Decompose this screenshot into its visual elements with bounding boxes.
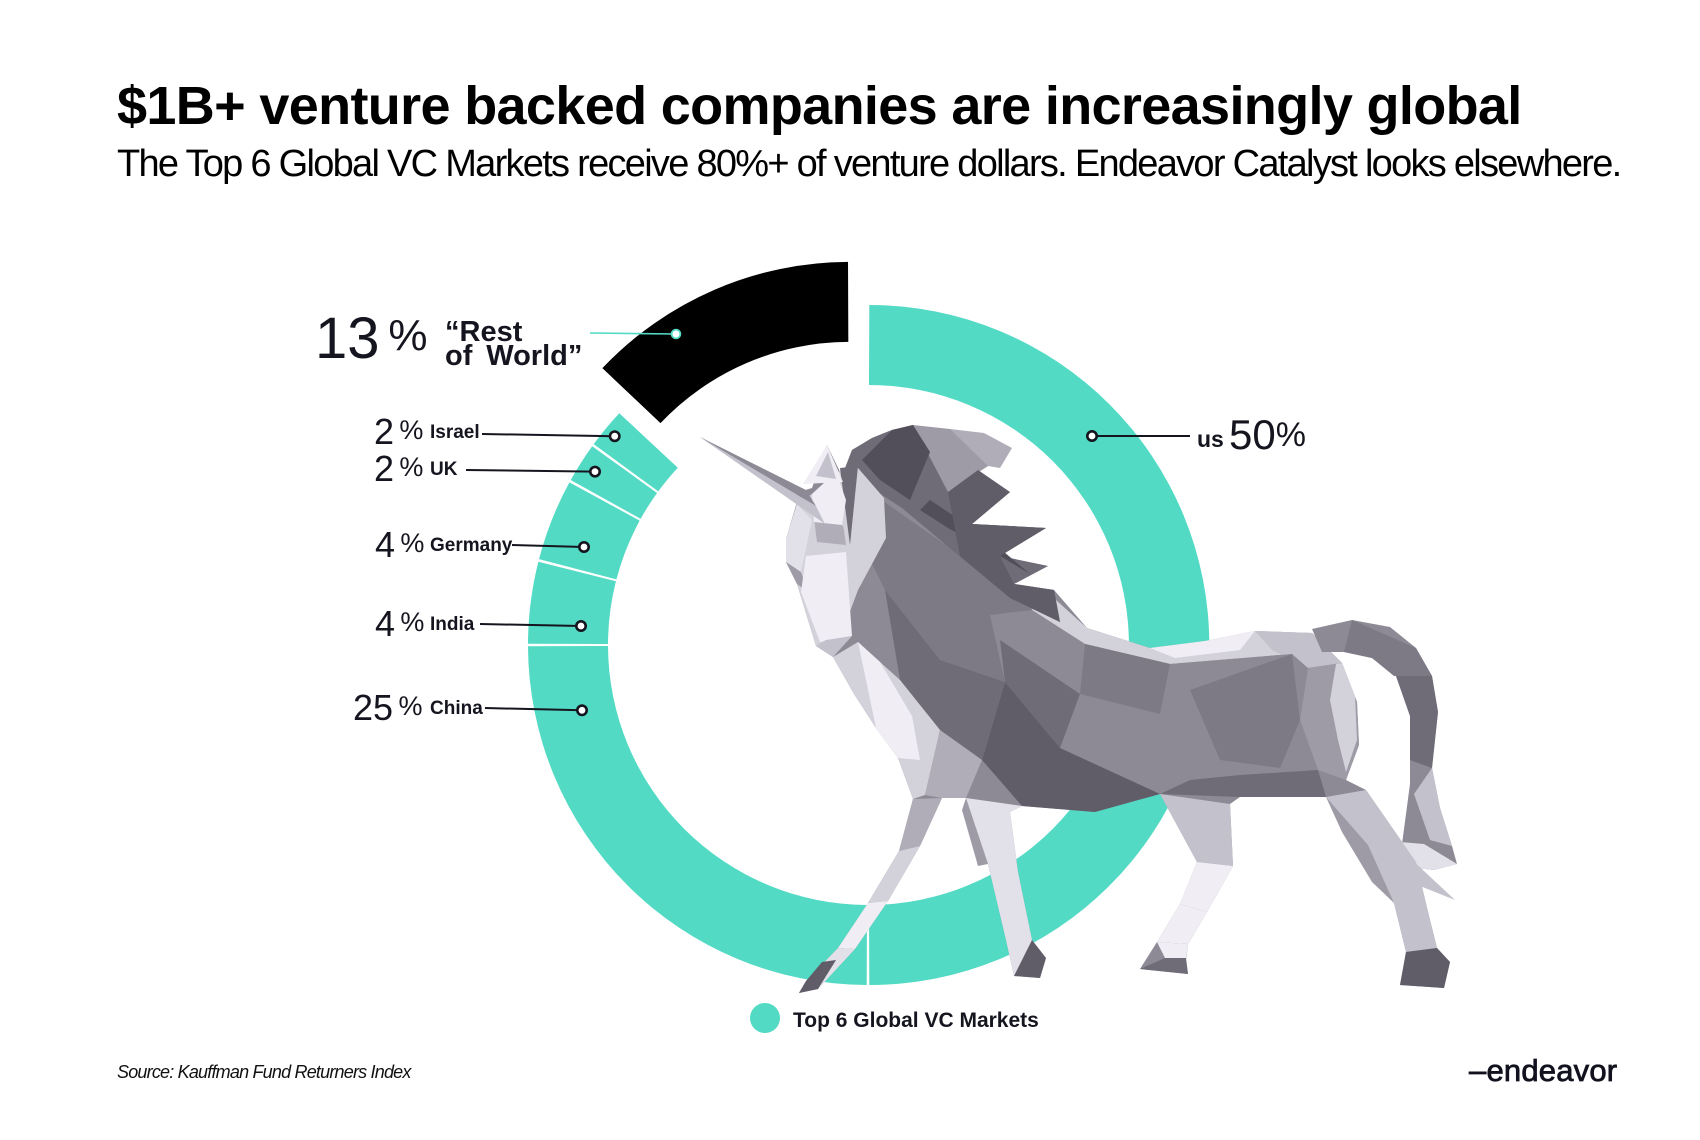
svg-text:2 %: 2 % [374,411,423,452]
svg-text:Top 6 Global VC Markets: Top 6 Global VC Markets [793,1009,1039,1032]
svg-text:2 %: 2 % [374,448,423,489]
svg-text:of World”: of World” [445,340,582,372]
svg-text:Germany: Germany [430,535,513,556]
svg-text:UK: UK [430,459,458,480]
svg-text:4 %: 4 % [375,524,424,565]
svg-text:13 %: 13 % [315,306,427,371]
svg-text:“Rest: “Rest [445,316,523,348]
svg-text:25 %: 25 % [353,687,422,728]
svg-text:us: us [1197,426,1224,452]
svg-text:Israel: Israel [430,422,480,443]
svg-text:China: China [430,698,483,719]
svg-text:India: India [430,614,475,635]
svg-text:50%: 50% [1229,411,1306,458]
svg-text:4 %: 4 % [375,603,424,644]
